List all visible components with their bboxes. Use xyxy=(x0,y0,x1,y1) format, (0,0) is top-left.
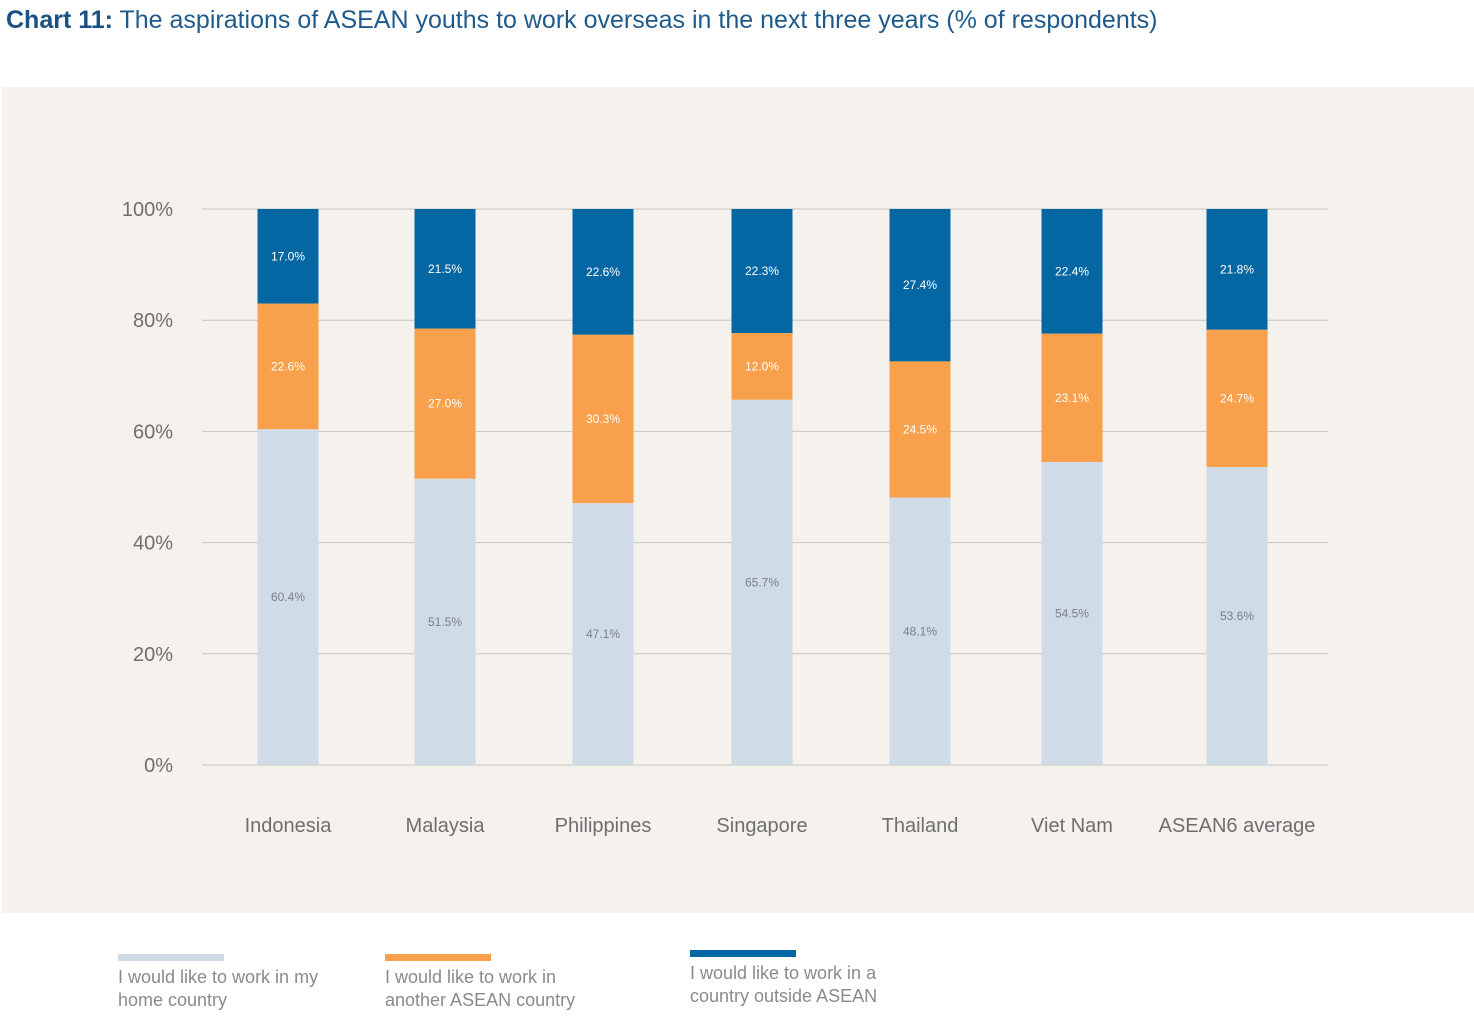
data-label: 51.5% xyxy=(428,615,462,629)
legend-swatch-home-country xyxy=(118,954,224,961)
data-label: 22.6% xyxy=(586,265,620,279)
y-tick-label: 100% xyxy=(122,199,173,221)
legend-label-line: home country xyxy=(118,990,228,1010)
x-tick-label: Philippines xyxy=(555,815,652,837)
y-tick-label: 40% xyxy=(133,533,173,555)
y-tick-label: 0% xyxy=(144,755,173,777)
bar-segment xyxy=(1041,461,1103,765)
bar-segment xyxy=(572,503,634,765)
bar-segment xyxy=(731,399,793,765)
data-label: 53.6% xyxy=(1220,609,1254,623)
bar-segment xyxy=(414,209,476,329)
data-label: 65.7% xyxy=(745,575,779,589)
legend-swatch-outside-asean xyxy=(690,950,796,957)
bar-segment xyxy=(257,303,319,430)
y-tick-label: 80% xyxy=(133,310,173,332)
bar-segment xyxy=(1041,333,1103,462)
x-tick-label: Indonesia xyxy=(245,815,333,837)
data-label: 22.4% xyxy=(1055,264,1089,278)
y-tick-label: 20% xyxy=(133,644,173,666)
bar-segment xyxy=(414,478,476,765)
bar-segment xyxy=(889,209,951,362)
x-tick-label: ASEAN6 average xyxy=(1159,815,1316,837)
x-tick-label: Viet Nam xyxy=(1031,815,1113,837)
data-label: 17.0% xyxy=(271,249,305,263)
data-label: 23.1% xyxy=(1055,391,1089,405)
bar-segment xyxy=(889,361,951,498)
data-label: 48.1% xyxy=(903,624,937,638)
data-label: 22.3% xyxy=(745,264,779,278)
legend-label-line: I would like to work in my xyxy=(118,967,319,987)
y-tick-label: 60% xyxy=(133,421,173,443)
legend-item-another-asean: I would like to work in another ASEAN co… xyxy=(385,954,615,1012)
legend-label-line: another ASEAN country xyxy=(385,990,576,1010)
legend-item-home-country: I would like to work in my home country xyxy=(118,954,348,1012)
stacked-bar-chart: 0% 20% 40% 60% 80% 100% 60.4% 22.6% 17.0% Indones… xyxy=(122,199,1328,837)
legend-swatch-another-asean xyxy=(385,954,491,961)
bar-segment xyxy=(731,332,793,400)
bar-segment xyxy=(731,209,793,333)
data-label: 47.1% xyxy=(586,627,620,641)
chart-panel: 0% 20% 40% 60% 80% 100% 60.4% 22.6% 17.0% Indones… xyxy=(2,87,1474,913)
data-label: 22.6% xyxy=(271,359,305,373)
legend-label-line: I would like to work in xyxy=(385,967,557,987)
data-label: 24.7% xyxy=(1220,391,1254,405)
bar-segment xyxy=(572,334,634,504)
data-label: 24.5% xyxy=(903,422,937,436)
data-label: 60.4% xyxy=(271,590,305,604)
data-label: 54.5% xyxy=(1055,606,1089,620)
bar-segment xyxy=(257,209,319,304)
bar-segment xyxy=(414,328,476,479)
x-tick-label: Thailand xyxy=(882,815,959,837)
chart-title: Chart 11: The aspirations of ASEAN youth… xyxy=(6,6,1158,35)
bar-segment xyxy=(889,497,951,765)
data-label: 30.3% xyxy=(586,412,620,426)
data-label: 27.0% xyxy=(428,397,462,411)
bar-segment xyxy=(1041,209,1103,334)
bar-segment xyxy=(1206,329,1268,467)
bar-segment xyxy=(257,429,319,765)
legend-label-line: country outside ASEAN xyxy=(690,986,878,1006)
chart-number: Chart 11: xyxy=(6,6,113,34)
x-tick-label: Malaysia xyxy=(406,815,486,837)
chart-title-text: The aspirations of ASEAN youths to work … xyxy=(119,6,1158,34)
bar-segment xyxy=(1206,466,1268,765)
x-tick-label: Singapore xyxy=(716,815,807,837)
data-label: 21.5% xyxy=(428,262,462,276)
data-label: 21.8% xyxy=(1220,262,1254,276)
data-label: 27.4% xyxy=(903,278,937,292)
legend-item-outside-asean: I would like to work in a country outsid… xyxy=(690,950,920,1008)
data-label: 12.0% xyxy=(745,359,779,373)
legend-label-line: I would like to work in a xyxy=(690,963,877,983)
bar-segment xyxy=(1206,209,1268,330)
bar-segment xyxy=(572,209,634,335)
